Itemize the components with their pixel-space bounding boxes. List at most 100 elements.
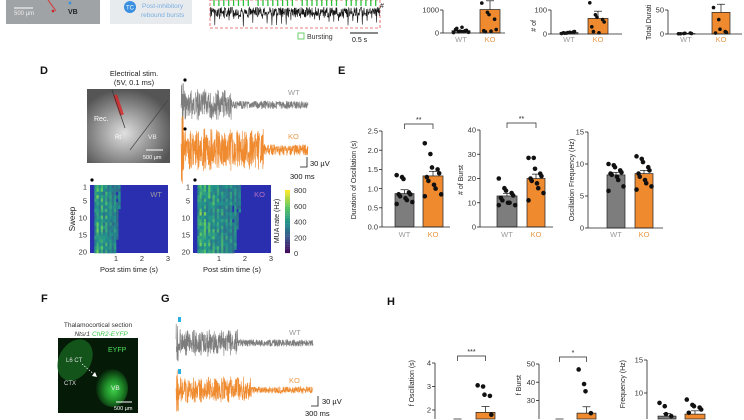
heatmap-cell <box>113 249 117 254</box>
data-point <box>532 166 538 172</box>
heatmap-cell <box>103 191 106 196</box>
heatmap-cell <box>103 202 106 206</box>
data-point <box>640 159 646 165</box>
heatmap-cell <box>201 191 205 196</box>
colorbar-segment <box>285 200 290 203</box>
heatmap-cell <box>229 229 233 233</box>
data-point <box>724 30 729 35</box>
heatmap-cell <box>234 205 237 210</box>
y-tick-label: 2 <box>427 406 431 415</box>
heatmap-cell <box>229 225 233 230</box>
heatmap-cell <box>221 188 224 193</box>
heatmap-cell <box>208 239 211 244</box>
heatmap-cell <box>214 195 218 199</box>
heatmap-cell <box>203 239 207 244</box>
heatmap-cell <box>100 185 104 189</box>
heatmap-cell <box>238 191 241 196</box>
heatmap-cell <box>105 222 108 227</box>
heatmap-cell <box>221 215 224 220</box>
stim-label-2: (5V, 0.1 ms) <box>114 78 155 87</box>
data-point <box>668 413 674 419</box>
bar-wt <box>606 174 626 229</box>
heatmap-cell <box>214 215 218 220</box>
heatmap-cell <box>221 208 224 213</box>
bursting-legend: Bursting <box>307 34 333 41</box>
colorbar-label: MUA rate (Hz) <box>274 199 281 243</box>
heatmap-cell <box>219 242 222 247</box>
heatmap-cell <box>98 239 102 244</box>
heatmap-cell <box>98 236 102 240</box>
heatmap-cell <box>214 188 218 193</box>
heatmap-cell <box>234 236 237 240</box>
heatmap-cell <box>234 198 237 203</box>
heatmap-cell <box>236 198 239 203</box>
heatmap-cell <box>107 222 110 227</box>
colorbar-segment <box>285 204 290 207</box>
heatmap-cell <box>219 188 222 193</box>
heatmap-cell <box>96 239 99 244</box>
y-tick-label: 100 <box>534 6 547 15</box>
ko-label: KO <box>289 376 300 385</box>
heatmap-cell <box>232 229 235 233</box>
heatmap-cell <box>105 225 108 230</box>
heatmap-cell <box>206 222 209 227</box>
heatmap-cell <box>212 249 215 254</box>
heatmap-cell <box>210 229 213 233</box>
heatmap-cell <box>227 229 231 233</box>
heatmap-cell <box>225 229 228 233</box>
heatmap-cell <box>225 185 228 189</box>
colorbar-segment <box>285 232 290 235</box>
heatmap-cell <box>216 215 220 220</box>
x-tick-label: WT <box>563 35 575 44</box>
heatmap-cell <box>223 185 226 189</box>
heatmap-cell <box>225 249 228 254</box>
heatmap-cell <box>232 188 235 193</box>
data-point <box>621 184 626 189</box>
heatmap-cell <box>225 222 228 227</box>
heatmap-cell <box>113 242 117 247</box>
heatmap-cell <box>216 222 220 227</box>
heatmap-cell <box>199 242 202 247</box>
heatmap-cell <box>199 236 202 240</box>
heatmap-cell <box>103 208 106 213</box>
heatmap-cell <box>225 191 228 196</box>
heatmap-cell <box>227 239 231 244</box>
heatmap-cell <box>107 215 110 220</box>
heatmap-cell <box>214 229 218 233</box>
heatmap-cell <box>116 222 119 227</box>
data-point <box>526 155 531 161</box>
stim-marker-icon <box>90 178 94 182</box>
colorbar-tick: 0 <box>294 249 298 258</box>
heatmap-group-label: KO <box>254 190 265 199</box>
heatmap-cell <box>100 232 104 237</box>
heatmap-cell <box>113 202 117 206</box>
data-point <box>572 29 577 34</box>
top-slice-image: 500 µm VB <box>6 0 100 24</box>
heatmap-cell <box>98 249 102 254</box>
heatmap-cell <box>98 212 102 216</box>
heatmap-cell <box>94 215 97 220</box>
heatmap-cell <box>199 202 202 206</box>
heatmap-cell <box>199 198 202 203</box>
heatmap-cell <box>94 195 97 199</box>
scale-label: 500 µm <box>114 406 133 412</box>
trace-line <box>175 323 314 362</box>
heatmap-cell <box>96 202 99 206</box>
heatmap-cell <box>225 212 228 216</box>
heatmap-cell <box>199 205 202 210</box>
heatmap-cell <box>105 195 108 199</box>
colorbar-segment <box>285 206 290 209</box>
heatmap-cell <box>103 222 106 227</box>
heatmap-cell <box>111 249 115 254</box>
vb-label: VB <box>148 134 157 141</box>
heatmap-cell <box>111 215 115 220</box>
heatmap-cell <box>234 215 237 220</box>
heatmap-cell <box>105 246 108 250</box>
heatmap-cell <box>199 208 202 213</box>
heatmap-cell <box>107 205 110 210</box>
scale-ms: 300 ms <box>290 172 315 181</box>
heatmap-cell <box>96 232 99 237</box>
colorbar-segment <box>285 244 290 247</box>
data-point <box>397 193 403 199</box>
heatmap-cell <box>197 191 200 196</box>
